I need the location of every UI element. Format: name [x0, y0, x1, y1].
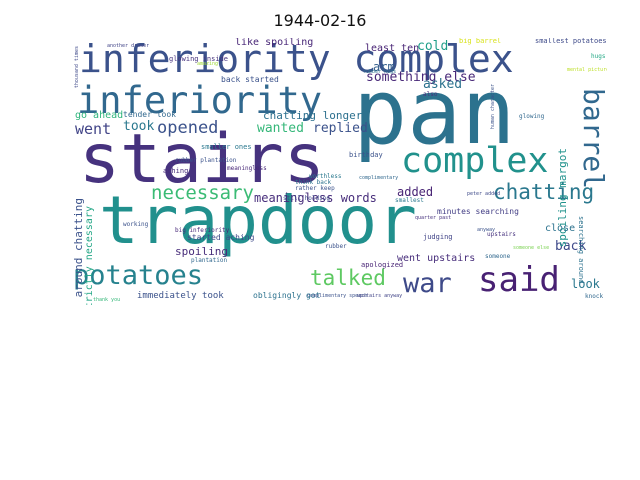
word-searching-around: searching around [577, 216, 585, 284]
word-complimentary: complimentary [359, 175, 399, 181]
word-talked: talked [310, 266, 386, 290]
word-cold: cold [417, 39, 449, 54]
word-someone-else: someone else [513, 245, 550, 251]
word-go-ahead: go ahead [75, 110, 124, 121]
word-added: added [397, 185, 434, 199]
word-stairs: stairs [79, 120, 325, 199]
word-also: also [423, 91, 438, 98]
word-glowing-inside: glowing inside [169, 55, 229, 63]
word-something-else: something else [366, 70, 476, 85]
word-wanted: wanted [257, 121, 304, 136]
word-inferiority: inferiority [77, 79, 323, 122]
word-replied: replied [313, 121, 368, 136]
word-back-started: back started [221, 75, 279, 84]
word-cloud: trapdoor stairs pan inferiority complex … [73, 38, 607, 305]
word-peter-added: peter added [467, 191, 501, 197]
word-spoiling: spoiling [175, 245, 228, 258]
word-upstairs-anyway: upstairs anyway [357, 293, 403, 299]
word-mental-pictures: mental pictures [567, 67, 607, 73]
word-opened: opened [157, 118, 219, 138]
word-necessary: necessary [151, 182, 254, 204]
word-chatting-longer: chatting longer [263, 109, 363, 122]
word-rather-keep: rather keep [295, 185, 335, 192]
word-close: close [545, 223, 576, 234]
word-upstairs: upstairs [487, 231, 516, 238]
word-anyway: anyway [477, 227, 496, 233]
word-judging: judging [423, 233, 453, 241]
word-hugs: hugs [591, 53, 606, 60]
word-knock: knock [585, 293, 604, 300]
word-rubber: rubber [325, 243, 347, 250]
word-said: said [478, 260, 560, 300]
chart-title: 1944-02-16 [273, 11, 367, 30]
word-tender-look: tender look [123, 110, 176, 119]
word-glowing: glowing [519, 113, 545, 120]
word-war: war [403, 268, 452, 299]
word-potatoes: potatoes [73, 260, 204, 291]
word-pan: pan [353, 60, 516, 165]
word-still-holding: still holding [283, 195, 330, 202]
word-rubber-plantation: rubber plantation [175, 157, 237, 164]
word-birthday: birthday [349, 151, 383, 159]
word-thank-you: thank you [93, 297, 121, 303]
word-another-drawer: another drawer [107, 43, 150, 49]
word-trapdoor: trapdoor [99, 182, 417, 259]
word-around-chatting: around chatting [73, 198, 85, 298]
word-meaningless-words: meaningless words [254, 191, 377, 205]
word-inferiority-complex: inferiority complex [79, 38, 514, 81]
word-obligingly-got: obligingly got [253, 291, 321, 300]
word-aching: aching [163, 167, 189, 175]
word-arm: arm [373, 60, 395, 74]
word-complimentary-speech: complimentary speech [307, 293, 368, 299]
word-look: look [571, 277, 600, 291]
word-like-spoiling: like spoiling [235, 38, 314, 48]
word-went-upstairs: went upstairs [397, 253, 476, 264]
word-plantation: plantation [191, 257, 228, 264]
word-smallest: smallest [395, 197, 424, 204]
word-rubber-hugs: rubber hugs [363, 69, 397, 75]
word-complex: complex [401, 141, 549, 181]
word-smaller-ones: smaller ones [201, 143, 252, 151]
word-started-aching: started aching [187, 233, 255, 242]
word-amazing: amazing [197, 61, 219, 67]
word-think-back: think back [295, 179, 332, 186]
word-smallest-potatoes: smallest potatoes [535, 38, 607, 45]
word-minutes-searching: minutes searching [437, 207, 519, 216]
word-someone: someone [485, 253, 511, 260]
word-took: took [123, 119, 155, 134]
word-went: went [75, 120, 112, 138]
word-human-character: human character [490, 84, 496, 130]
word-chatting: chatting [493, 180, 595, 204]
word-quarter-past: quarter past [415, 215, 452, 221]
word-apologized: apologized [361, 261, 404, 269]
word-least-ten: least ten [365, 43, 420, 54]
word-big-barrel: big barrel [459, 38, 502, 45]
word-working: working [123, 221, 149, 228]
word-thousand-times: thousand times [74, 46, 80, 89]
word-asked: asked [423, 77, 463, 92]
word-back: back [555, 239, 587, 254]
word-meaningless: meaningless [227, 165, 267, 172]
word-strictly-necessary: strictly necessary [84, 206, 95, 305]
word-big-inferiority: big inferiority [175, 227, 230, 234]
word-barrel: barrel [577, 88, 607, 190]
word-worthless: worthless [309, 173, 342, 180]
word-immediately-took: immediately took [137, 291, 224, 301]
